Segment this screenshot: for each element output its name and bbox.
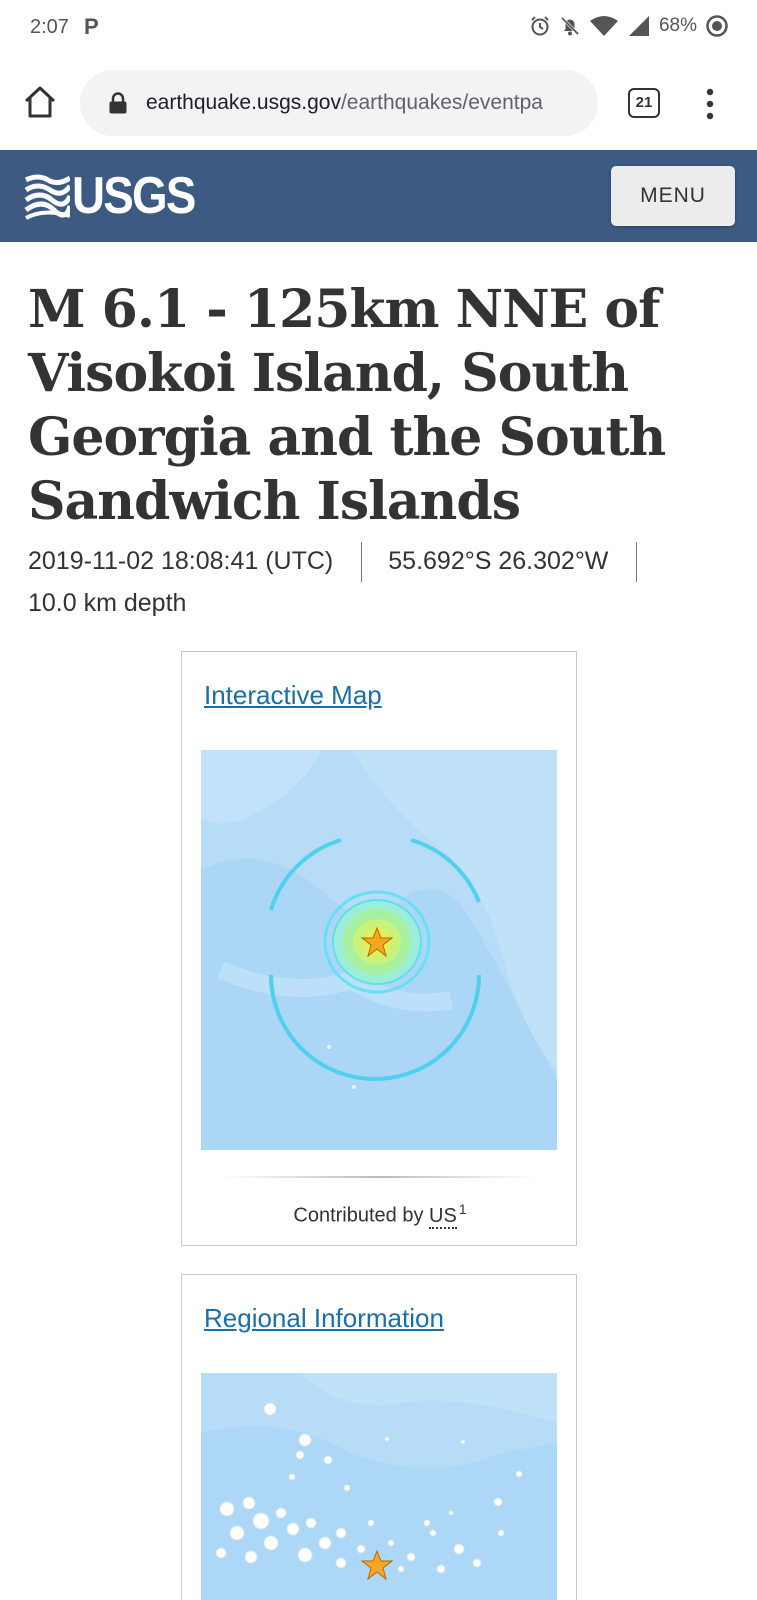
epicenter-star-icon xyxy=(360,926,394,958)
cell-signal-icon xyxy=(628,16,649,36)
meta-separator xyxy=(636,542,638,583)
browser-toolbar: earthquake.usgs.gov/earthquakes/eventpa … xyxy=(0,58,757,150)
event-depth: 10.0 km depth xyxy=(28,589,187,618)
alarm-icon xyxy=(531,16,549,36)
site-header: USGS MENU xyxy=(0,150,757,242)
status-bar: 2:07 P 68% xyxy=(0,0,757,58)
contributed-prefix: Contributed by xyxy=(293,1204,424,1227)
event-location: 55.692°S 26.302°W xyxy=(388,547,609,575)
lock-icon xyxy=(109,92,127,114)
regional-epicenter-star-icon xyxy=(360,1549,394,1581)
menu-button[interactable]: MENU xyxy=(611,166,735,226)
status-time: 2:07 xyxy=(30,16,69,38)
event-summary: 2019-11-02 18:08:41 (UTC) 55.692°S 26.302… xyxy=(28,540,728,624)
regional-information-link[interactable]: Regional Information xyxy=(204,1303,444,1333)
contributor-footnote: 1 xyxy=(458,1201,467,1217)
url-domain: earthquake.usgs.gov xyxy=(146,91,341,114)
interactive-map-thumbnail[interactable] xyxy=(201,750,557,1150)
status-icons: 68% xyxy=(529,14,729,38)
bell-off-icon xyxy=(560,16,580,36)
shakemap-image xyxy=(201,750,557,1150)
meta-separator xyxy=(361,542,363,583)
url-text[interactable]: earthquake.usgs.gov/earthquakes/eventpa xyxy=(146,91,586,115)
interactive-map-card: Interactive Map Contributed by US 1 xyxy=(181,651,577,1246)
divider xyxy=(222,1176,536,1178)
battery-saver-icon xyxy=(706,15,728,37)
battery-percent: 68% xyxy=(658,15,697,36)
usgs-logo-text: USGS xyxy=(72,167,196,225)
wifi-icon xyxy=(589,16,618,36)
usgs-waves-icon xyxy=(24,174,70,220)
url-path: /earthquakes/eventpa xyxy=(340,91,543,114)
contributed-by: Contributed by US 1 xyxy=(182,1201,578,1229)
home-icon[interactable] xyxy=(22,84,58,120)
regional-map-thumbnail[interactable] xyxy=(201,1373,557,1600)
contributor-code[interactable]: US xyxy=(429,1204,457,1229)
tab-switcher-button[interactable]: 21 xyxy=(628,88,660,118)
usgs-logo[interactable]: USGS xyxy=(24,170,211,222)
interactive-map-link[interactable]: Interactive Map xyxy=(204,680,382,710)
page-title: M 6.1 - 125km NNE of Visokoi Island, Sou… xyxy=(28,279,666,532)
event-time: 2019-11-02 18:08:41 (UTC) xyxy=(28,547,334,575)
regional-seismicity-map xyxy=(201,1373,557,1600)
parking-app-icon: P xyxy=(84,14,99,39)
more-options-icon[interactable] xyxy=(700,86,720,122)
regional-information-card: Regional Information xyxy=(181,1274,577,1600)
address-bar[interactable]: earthquake.usgs.gov/earthquakes/eventpa xyxy=(80,70,598,136)
